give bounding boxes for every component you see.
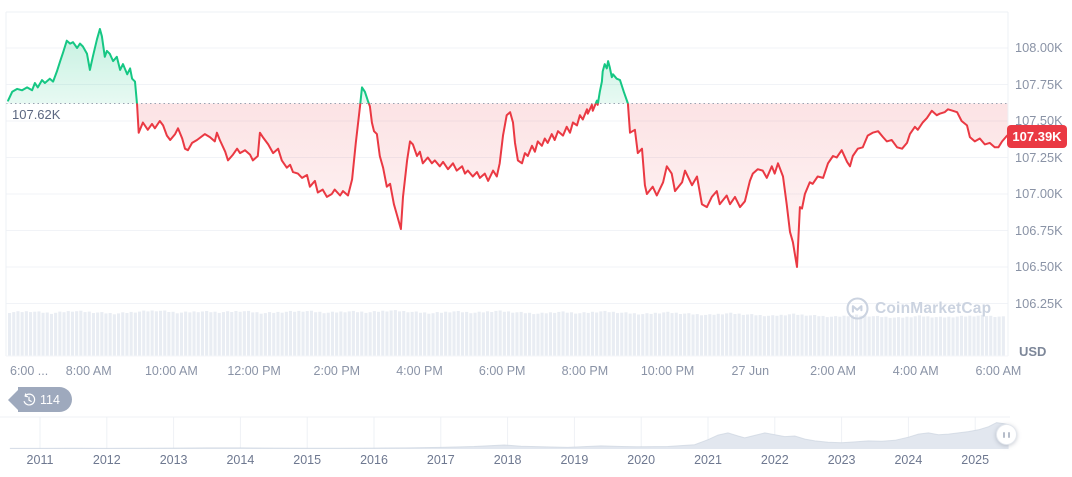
minimap-year-label: 2020 [627, 453, 656, 467]
baseline-price-label: 107.62K [12, 107, 61, 122]
y-axis-tick-label: 106.50K [1015, 259, 1063, 274]
x-axis-tick-label: 8:00 PM [561, 364, 609, 378]
watermark: CoinMarketCap [846, 297, 991, 320]
x-axis-tick-label: 10:00 AM [144, 364, 198, 378]
minimap-year-label: 2021 [694, 453, 722, 467]
history-count-badge[interactable]: 114 [8, 387, 72, 412]
x-axis-tick-label: 27 Jun [731, 364, 770, 378]
minimap-year-label: 2025 [961, 453, 990, 467]
x-axis-tick-label: 4:00 PM [396, 364, 443, 378]
y-axis-tick-label: 107.00K [1015, 186, 1063, 201]
y-axis-tick-label: 108.00K [1015, 40, 1063, 55]
history-count: 114 [40, 392, 60, 407]
minimap-year-label: 2022 [760, 453, 789, 467]
x-axis-tick-label: 4:00 AM [892, 364, 939, 378]
x-axis-tick-label: 2:00 PM [313, 364, 361, 378]
x-axis-tick-label: 12:00 PM [227, 364, 281, 378]
x-axis-tick-label: 10:00 PM [640, 364, 695, 378]
currency-unit-label: USD [1019, 344, 1047, 359]
minimap-year-label: 2019 [560, 453, 589, 467]
x-axis-tick-label: 2:00 AM [810, 364, 856, 378]
y-axis-tick-label: 106.75K [1015, 222, 1063, 238]
history-clock-icon [22, 392, 36, 407]
minimap-year-label: 2017 [426, 453, 455, 467]
timeline-drag-handle-icon[interactable] [996, 424, 1017, 445]
timeline-minimap[interactable] [6, 417, 1008, 451]
y-axis-tick-label: 107.25K [1015, 149, 1063, 165]
y-axis-tick-label: 107.75K [1015, 76, 1063, 92]
y-axis-tick-label: 107.50K [1015, 113, 1063, 128]
minimap-year-label: 2014 [226, 453, 255, 467]
minimap-year-label: 2018 [493, 453, 522, 467]
minimap-year-label: 2024 [894, 453, 923, 467]
x-axis-tick-label: 6:00 AM [975, 364, 1022, 378]
badge-pointer [8, 387, 20, 412]
minimap-year-label: 2013 [159, 453, 188, 467]
minimap-year-label: 2016 [360, 453, 388, 467]
minimap-year-label: 2011 [26, 453, 54, 467]
x-axis-tick-label: 6:00 PM [478, 364, 526, 378]
x-axis-tick-label: 8:00 AM [65, 364, 112, 378]
watermark-text: CoinMarketCap [875, 299, 992, 317]
x-axis-tick-label: 6:00 ... [10, 364, 49, 378]
minimap-year-label: 2015 [293, 453, 322, 467]
minimap-year-label: 2012 [92, 453, 121, 467]
y-axis-tick-label: 106.25K [1015, 295, 1063, 311]
minimap-year-label: 2023 [827, 453, 856, 467]
coinmarketcap-logo-icon [846, 297, 869, 320]
last-price-badge: 107.39K [1007, 125, 1067, 148]
